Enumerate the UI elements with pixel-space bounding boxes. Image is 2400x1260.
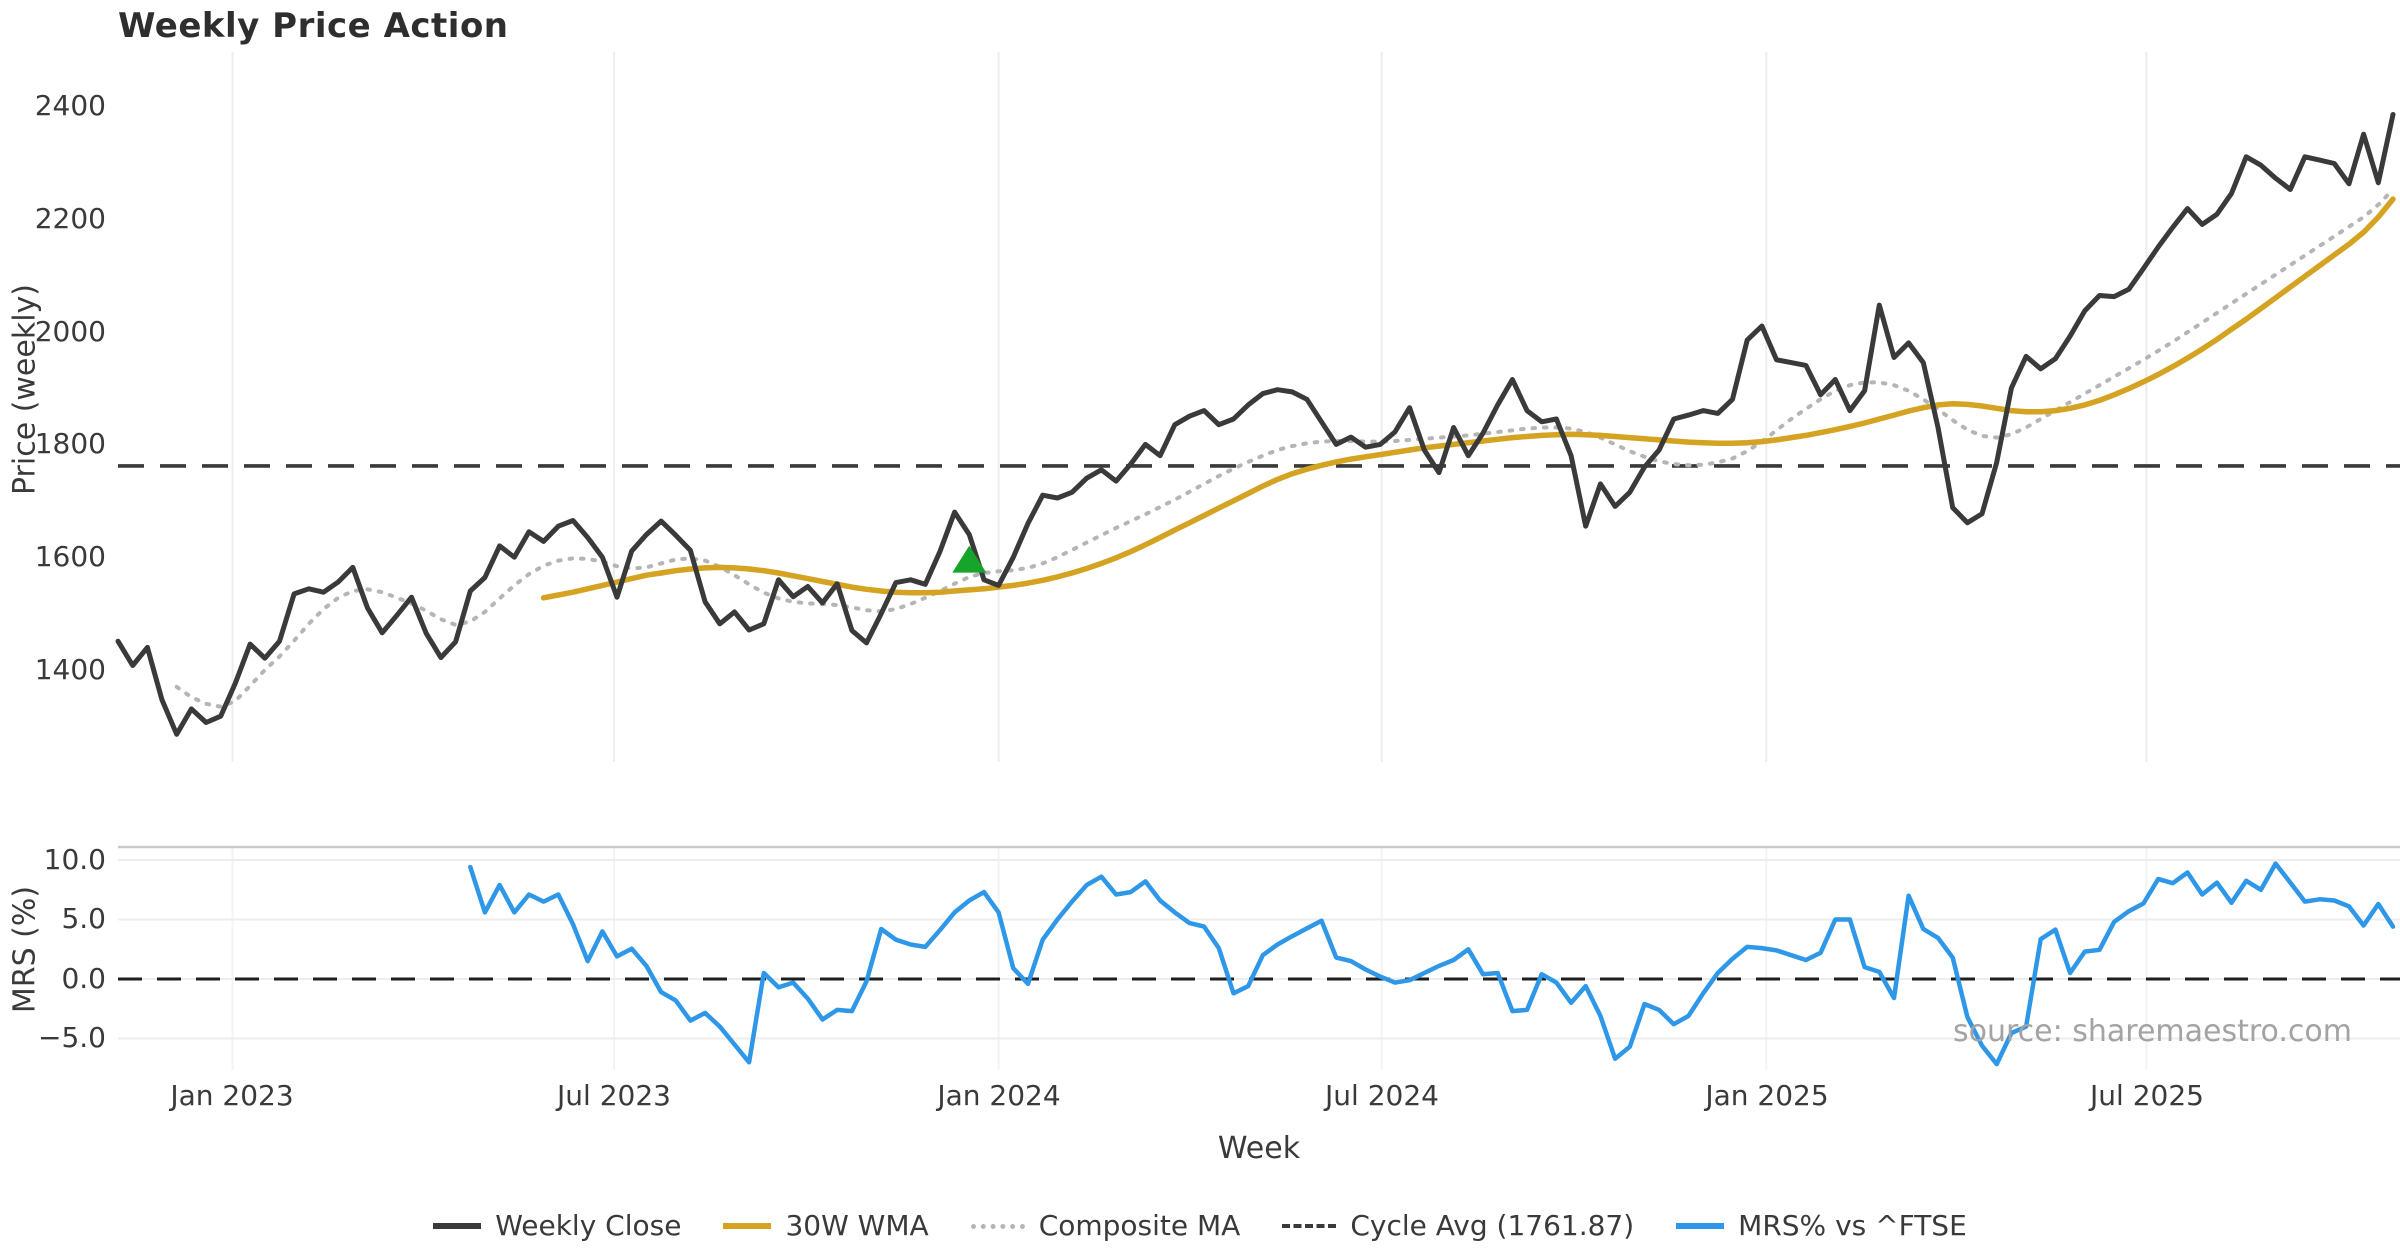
mrs-ytick-neg5: −5.0: [38, 1021, 106, 1054]
price-ytick-1800: 1800: [34, 427, 106, 460]
legend-item-weekly-close: Weekly Close: [433, 1209, 681, 1243]
buy-signal-triangle-icon: [952, 545, 987, 573]
xtick-jul-2023: Jul 2023: [557, 1079, 671, 1112]
mrs-axis-label: MRS (%): [7, 885, 43, 1014]
price-axis-label: Price (weekly): [7, 283, 43, 496]
price-ytick-2200: 2200: [34, 202, 106, 235]
mrs-swatch-icon: [1676, 1223, 1725, 1229]
legend-label: Composite MA: [1038, 1209, 1241, 1242]
legend-label: Weekly Close: [495, 1209, 682, 1242]
cycle-avg-swatch-icon: [1282, 1224, 1337, 1228]
legend-label: 30W WMA: [785, 1209, 929, 1242]
xtick-jul-2025: Jul 2025: [2090, 1079, 2204, 1112]
legend-item-cycle-avg: Cycle Avg (1761.87): [1282, 1209, 1634, 1243]
weekly-close-line: [115, 112, 2396, 737]
price-ytick-2000: 2000: [34, 315, 106, 348]
price-ytick-1600: 1600: [34, 540, 106, 573]
legend: Weekly Close 30W WMA Composite MA Cycle …: [0, 1198, 2400, 1254]
xtick-jan-2023: Jan 2023: [170, 1079, 294, 1112]
xtick-jul-2024: Jul 2024: [1325, 1079, 1439, 1112]
price-ytick-1400: 1400: [34, 653, 106, 686]
mrs-ytick-5: 5.0: [61, 902, 106, 935]
price-ytick-2400: 2400: [34, 89, 106, 122]
source-credit: source: sharemaestro.com: [1953, 1014, 2352, 1049]
legend-item-composite-ma: Composite MA: [970, 1209, 1241, 1243]
mrs-line: [468, 861, 2396, 1067]
legend-item-mrs: MRS% vs ^FTSE: [1676, 1209, 1967, 1243]
legend-label: Cycle Avg (1761.87): [1350, 1209, 1635, 1242]
legend-label: MRS% vs ^FTSE: [1738, 1209, 1967, 1242]
composite-ma-line: [174, 187, 2395, 709]
xtick-jan-2025: Jan 2025: [1705, 1079, 1829, 1112]
mrs-ytick-10: 10.0: [43, 843, 106, 876]
weekly-close-swatch-icon: [433, 1223, 482, 1229]
xtick-jan-2024: Jan 2024: [937, 1079, 1061, 1112]
chart-title: Weekly Price Action: [118, 6, 509, 46]
legend-item-30w-wma: 30W WMA: [723, 1209, 929, 1243]
x-axis-label: Week: [1217, 1131, 1301, 1166]
mrs-ytick-0: 0.0: [61, 962, 106, 995]
composite-ma-swatch-icon: [970, 1223, 1025, 1229]
wma-30w-line: [540, 196, 2396, 601]
wma-swatch-icon: [723, 1223, 772, 1229]
